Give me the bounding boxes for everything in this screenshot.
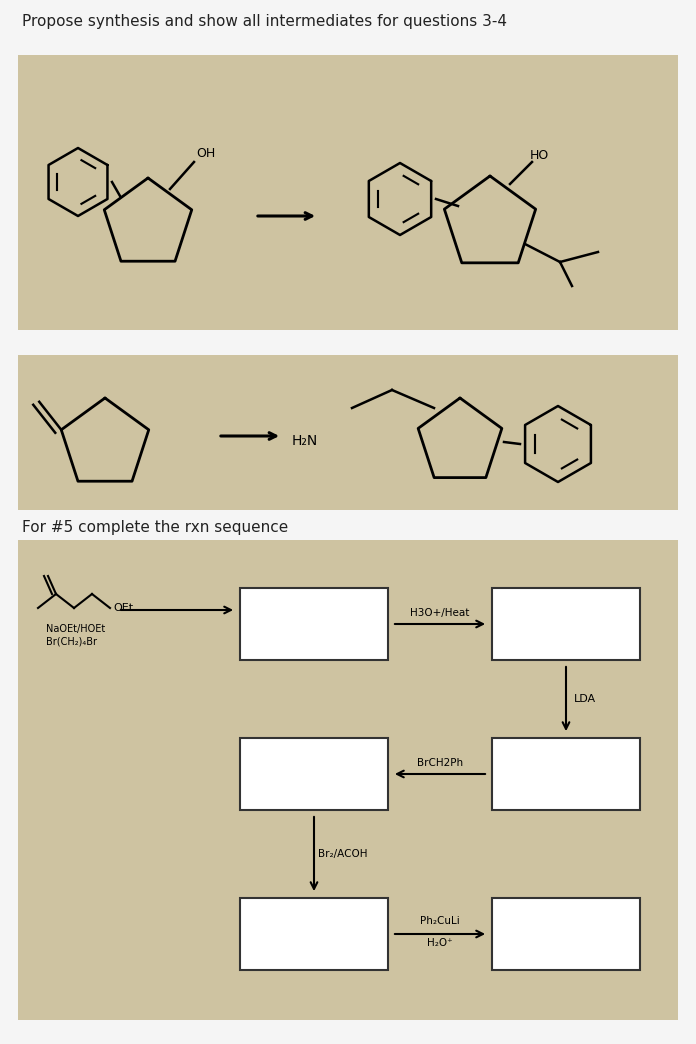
Bar	[492, 898, 640, 970]
Bar	[492, 738, 640, 810]
Text: NaOEt/HOEt: NaOEt/HOEt	[46, 624, 105, 634]
Text: BrCH2Ph: BrCH2Ph	[417, 758, 463, 768]
Bar	[240, 588, 388, 660]
Bar	[18, 55, 678, 330]
Text: For #5 complete the rxn sequence: For #5 complete the rxn sequence	[22, 520, 288, 535]
Text: Propose synthesis and show all intermediates for questions 3-4: Propose synthesis and show all intermedi…	[22, 14, 507, 29]
Text: Br(CH₂)₄Br: Br(CH₂)₄Br	[46, 636, 97, 646]
Text: Br₂/ACOH: Br₂/ACOH	[318, 849, 367, 859]
Bar	[240, 738, 388, 810]
Bar	[240, 898, 388, 970]
Text: HO: HO	[530, 149, 549, 162]
Text: H3O+/Heat: H3O+/Heat	[411, 608, 470, 618]
Text: LDA: LDA	[574, 694, 596, 704]
Text: OEt: OEt	[113, 603, 133, 613]
Bar	[18, 540, 678, 1020]
Bar	[18, 355, 678, 511]
Text: Ph₂CuLi: Ph₂CuLi	[420, 916, 460, 926]
Text: H₂O⁺: H₂O⁺	[427, 938, 453, 948]
Text: H₂N: H₂N	[292, 434, 318, 448]
Bar	[492, 588, 640, 660]
Text: OH: OH	[196, 147, 215, 160]
